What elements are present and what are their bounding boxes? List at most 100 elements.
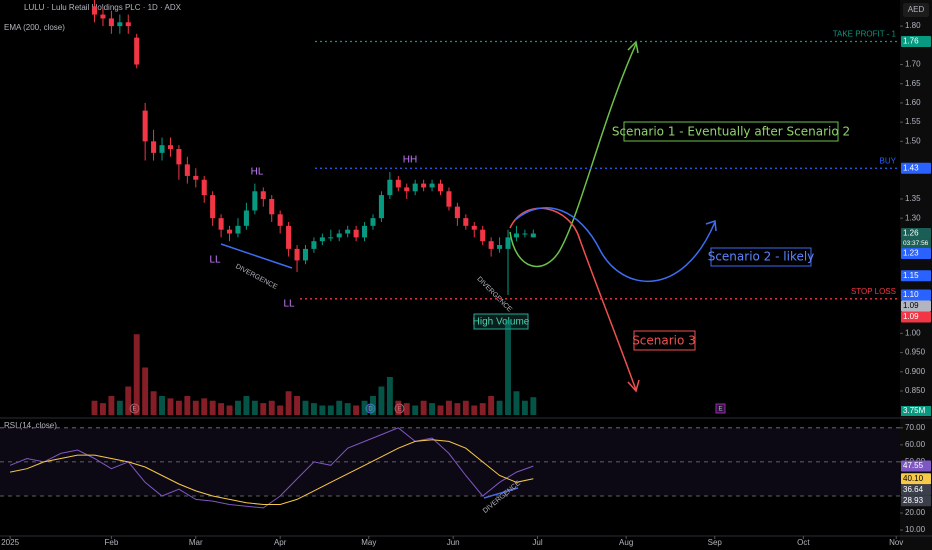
- x-tick-label: Aug: [619, 538, 633, 547]
- volume-bar: [167, 398, 174, 415]
- candle-body: [193, 175, 199, 180]
- price-tag: [901, 460, 931, 472]
- candle-body: [497, 245, 503, 249]
- price-tag-label: 1.15: [903, 271, 919, 280]
- candle-body: [210, 195, 216, 219]
- volume-bar: [184, 396, 191, 415]
- rsi-line: [10, 439, 534, 505]
- candle-body: [167, 145, 173, 150]
- ll-label: LL: [283, 299, 295, 310]
- candle-body: [404, 187, 410, 192]
- candle-body: [480, 229, 486, 242]
- volume-bar: [521, 400, 528, 415]
- volume-bar: [243, 396, 250, 415]
- price-tag-label: 36.64: [903, 485, 924, 494]
- y-tick-label: 1.35: [905, 194, 921, 203]
- volume-bar: [429, 403, 436, 415]
- price-tag-label: 40.10: [903, 474, 924, 483]
- price-tag: [901, 300, 931, 312]
- candle-body: [395, 179, 401, 188]
- volume-bar: [268, 400, 275, 415]
- volume-bar: [150, 391, 157, 415]
- price-tag: [901, 270, 931, 282]
- currency-box[interactable]: [903, 3, 929, 17]
- price-tag: [901, 473, 931, 485]
- candle-body: [530, 233, 536, 238]
- volume-bar: [488, 396, 495, 415]
- candle-body: [142, 110, 148, 142]
- volume-bar: [344, 403, 351, 415]
- volume-bar: [285, 391, 292, 415]
- high-volume-label: High Volume: [473, 317, 530, 328]
- x-tick-label: 2025: [1, 538, 19, 547]
- volume-bar: [226, 405, 233, 415]
- candle-body: [463, 218, 469, 226]
- y-tick-label: 70.00: [905, 423, 926, 432]
- y-tick-label: 10.00: [905, 525, 926, 534]
- x-tick-label: Jun: [447, 538, 460, 547]
- currency[interactable]: AED: [908, 5, 925, 14]
- candle-body: [108, 18, 114, 27]
- volume-bar: [445, 400, 452, 415]
- scenario-3-box: [633, 330, 696, 351]
- y-tick-label: 1.55: [905, 117, 921, 126]
- volume-bar: [116, 400, 123, 415]
- hl-label: HL: [251, 167, 264, 178]
- ll-label: LL: [209, 255, 221, 266]
- x-tick-label: Nov: [889, 538, 903, 547]
- scenario-2-label: Scenario 2 - likely: [708, 250, 815, 264]
- scenario-1-path: [509, 43, 637, 268]
- event-marker[interactable]: [715, 403, 726, 414]
- level-label: TAKE PROFIT - 1: [833, 30, 897, 39]
- y-tick-label: 1.00: [905, 328, 921, 337]
- volume-bar: [370, 396, 376, 415]
- candle-body: [353, 229, 359, 238]
- volume-tag: [901, 406, 931, 416]
- candle-body: [91, 6, 98, 15]
- price-tag-label: 28.93: [903, 496, 924, 505]
- countdown: 03:37:56: [903, 240, 929, 247]
- volume-bar: [175, 400, 182, 415]
- volume-bar: [319, 405, 326, 415]
- candle-body: [471, 225, 477, 230]
- candle-body: [429, 183, 435, 188]
- volume-bar: [159, 396, 165, 415]
- candle-body: [252, 191, 258, 211]
- level-label: BUY: [880, 156, 897, 165]
- high-volume-box: [473, 313, 529, 330]
- volume-bar: [462, 400, 469, 415]
- price-tag: [901, 228, 931, 240]
- price-tag-label: 47.55: [903, 461, 924, 470]
- candle-body: [201, 179, 207, 196]
- candle-body: [362, 225, 368, 238]
- volume-bar: [125, 386, 132, 415]
- rsi-line: [9, 427, 534, 509]
- price-tag: [901, 162, 931, 174]
- candle-body: [421, 183, 427, 188]
- y-tick-label: 0.850: [905, 386, 926, 395]
- volume-bar: [218, 403, 225, 415]
- event-marker-label[interactable]: E: [718, 407, 722, 413]
- rsi-label: RSI (14, close): [4, 421, 57, 430]
- candle-body: [446, 191, 452, 207]
- y-tick-label: 0.950: [905, 348, 926, 357]
- candle-body: [159, 145, 165, 153]
- x-tick-label: Jul: [532, 538, 542, 547]
- candle-body: [311, 241, 317, 249]
- price-tag-label: 1.09: [903, 301, 919, 310]
- y-tick-label: 20.00: [905, 508, 926, 517]
- level-label: STOP LOSS: [851, 287, 896, 296]
- candle-body: [100, 14, 106, 19]
- divergence-line: [220, 243, 293, 269]
- candle-body: [302, 248, 309, 261]
- volume-bar: [505, 320, 511, 415]
- volume-bar: [420, 400, 427, 415]
- candle-body: [269, 198, 275, 215]
- volume-bar: [437, 405, 444, 415]
- arrow-head: [627, 379, 640, 393]
- price-tag-label: 1.10: [903, 290, 919, 299]
- volume-bar: [142, 367, 149, 415]
- candle-body: [184, 164, 190, 176]
- volume-bar: [277, 405, 284, 415]
